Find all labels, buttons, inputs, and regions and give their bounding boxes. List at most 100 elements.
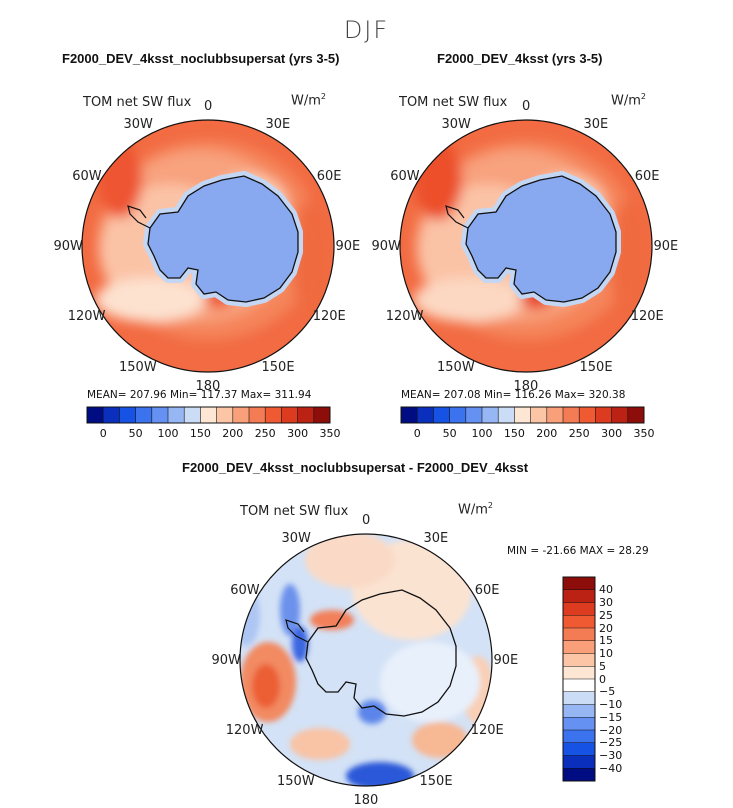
- panel-2-lon-label: 90E: [653, 238, 679, 254]
- diff-colorbar-tick-label: −20: [599, 723, 623, 737]
- panel-2-lon-label: 150W: [437, 359, 475, 375]
- panel-1-lon-label: 60E: [316, 168, 342, 184]
- colorbar-2-tick-label: 250: [568, 427, 590, 440]
- panel-3-lon-label: 90E: [493, 652, 519, 668]
- panel-3-map: [240, 534, 492, 786]
- diff-colorbar-swatch: [563, 679, 595, 693]
- diff-colorbar-swatch: [563, 691, 595, 705]
- diff-colorbar-swatch: [563, 628, 595, 642]
- panel-1-lon-label: 180: [195, 378, 221, 394]
- colorbar-2-swatch: [449, 407, 467, 423]
- diff-colorbar-swatch: [563, 742, 595, 756]
- panel-3-lon-label: 90W: [211, 652, 241, 668]
- panel-2-lon-label: 0: [522, 98, 531, 114]
- colorbar-2-tick-label: 0: [413, 427, 421, 440]
- panel-3-lon-label: 150E: [419, 773, 453, 789]
- colorbar-1-tick-label: 250: [254, 427, 276, 440]
- panel-2-lon-label: 150E: [579, 359, 613, 375]
- panel-2-lon-label: 30E: [583, 117, 609, 133]
- colorbar-1-tick-label: 100: [157, 427, 179, 440]
- panel-3-variable: TOM net SW flux: [240, 504, 349, 519]
- colorbar-2-swatch: [465, 407, 483, 423]
- colorbar-2-swatch: [611, 407, 629, 423]
- colorbar-1-tick-label: 350: [319, 427, 341, 440]
- panel-1-lon-label: 120E: [312, 308, 346, 324]
- panel-3-lon-label: 60W: [230, 582, 260, 598]
- colorbar-1-swatch: [168, 407, 185, 423]
- diff-colorbar-tick-label: 5: [599, 659, 606, 673]
- diff-colorbar-swatch: [563, 730, 595, 744]
- panel-2-lon-label: 120W: [385, 308, 424, 324]
- panel-3-lon-label: 120E: [470, 722, 504, 738]
- diff-colorbar-swatch: [563, 653, 595, 667]
- colorbar-2-swatch: [401, 407, 418, 423]
- panel-2-lon-label: 30W: [441, 117, 471, 133]
- panel-3-lon-label: 30W: [281, 531, 311, 547]
- diff-colorbar-swatch: [563, 589, 595, 603]
- panel-2-title: F2000_DEV_4ksst (yrs 3-5): [437, 51, 603, 66]
- panel-1-lon-label: 150W: [119, 359, 157, 375]
- diff-colorbar-tick-label: −30: [599, 749, 623, 762]
- diff-colorbar-swatch: [563, 640, 595, 654]
- panel-1-units: W/m2: [291, 92, 326, 109]
- panel-3-title: F2000_DEV_4ksst_noclubbsupersat - F2000_…: [182, 460, 529, 475]
- panel-2-lon-label: 120E: [630, 308, 664, 324]
- panel-1-lon-label: 90E: [335, 238, 361, 254]
- colorbar-1-swatch: [184, 407, 201, 423]
- diff-colorbar-swatch: [563, 717, 595, 731]
- colorbar-2-tick-label: 200: [536, 427, 558, 440]
- colorbar-2-swatch: [579, 407, 596, 423]
- diff-colorbar-swatch: [563, 755, 595, 769]
- panel-1-lon-label: 120W: [67, 308, 106, 324]
- colorbar-1-frame: [86, 406, 331, 424]
- colorbar-1-swatch: [103, 407, 120, 423]
- panel-1-lon-label: 30W: [123, 117, 153, 133]
- panel-3-stats: MIN = -21.66 MAX = 28.29: [507, 545, 649, 557]
- diff-colorbar-swatch: [563, 666, 595, 680]
- colorbar-1-swatch: [135, 407, 153, 423]
- panel-2-lon-label: 90W: [371, 238, 401, 254]
- panel-1-stats: MEAN= 207.96 Min= 117.37 Max= 311.94: [87, 389, 312, 401]
- diff-colorbar-tick-label: 30: [599, 596, 613, 609]
- panel-3-units: W/m2: [458, 501, 493, 518]
- colorbar-2-swatch: [482, 407, 499, 423]
- panel-2-units: W/m2: [611, 92, 646, 109]
- colorbar-1-tick-label: 300: [287, 427, 309, 440]
- colorbar-2-swatch: [530, 407, 548, 423]
- colorbar-1-swatch: [216, 407, 234, 423]
- diff-colorbar-tick-label: 40: [599, 583, 613, 597]
- colorbar-2-tick-label: 300: [601, 427, 623, 440]
- panel-2-stats: MEAN= 207.08 Min= 116.26 Max= 320.38: [401, 389, 626, 401]
- colorbar-2-swatch: [546, 407, 564, 423]
- diff-colorbar-tick-label: −40: [599, 761, 623, 775]
- panel-3-lon-label: 120W: [225, 722, 264, 738]
- colorbar-1-tick-label: 200: [222, 427, 244, 440]
- diff-colorbar-tick-label: −5: [599, 685, 616, 699]
- colorbar-1-tick-label: 0: [99, 427, 107, 440]
- figure-title: DJF: [343, 16, 390, 44]
- colorbar-1-swatch: [265, 407, 282, 423]
- panel-3-lon-label: 150W: [277, 773, 315, 789]
- panel-1-lon-label: 150E: [261, 359, 295, 375]
- colorbar-1-swatch: [281, 407, 299, 423]
- colorbar-2-swatch: [514, 407, 532, 423]
- panel-1-lon-label: 30E: [265, 117, 291, 133]
- panel-2-lon-label: 60E: [634, 168, 660, 184]
- diff-colorbar-tick-label: 0: [599, 672, 606, 686]
- panel-2-variable: TOM net SW flux: [399, 95, 508, 110]
- colorbar-2-swatch: [627, 407, 645, 423]
- diff-colorbar-swatch: [563, 577, 595, 591]
- diff-colorbar-tick-label: −10: [599, 698, 623, 711]
- colorbar-1-swatch: [249, 407, 266, 423]
- diff-colorbar-swatch: [563, 615, 595, 629]
- diff-colorbar-tick-label: 25: [599, 608, 613, 622]
- panel-1-lon-label: 0: [204, 98, 213, 114]
- colorbar-2-swatch: [595, 407, 613, 423]
- colorbar-1-swatch: [87, 407, 104, 423]
- colorbar-1-swatch: [151, 407, 169, 423]
- colorbar-1-swatch: [200, 407, 218, 423]
- panel-1-lon-label: 60W: [72, 168, 102, 184]
- colorbar-2-tick-label: 350: [633, 427, 655, 440]
